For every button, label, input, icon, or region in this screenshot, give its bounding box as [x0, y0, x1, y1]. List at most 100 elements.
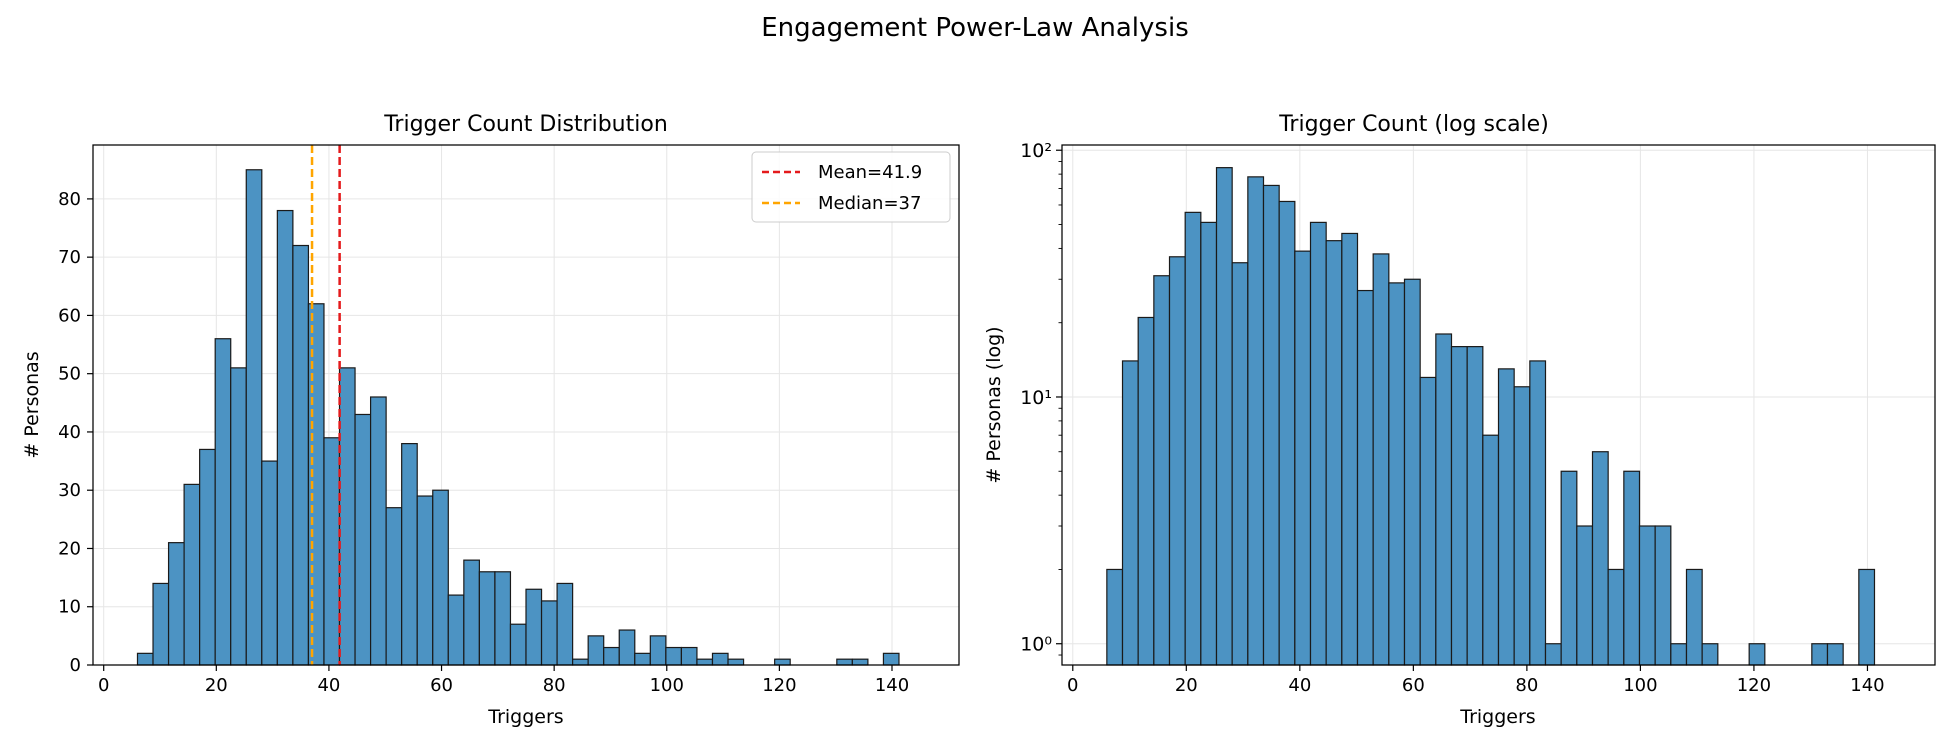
x-tick-label: 40 [317, 675, 340, 696]
histogram-bar [1482, 434, 1500, 666]
histogram-bar [494, 571, 512, 666]
histogram-bar [1497, 368, 1515, 666]
histogram-bar [385, 507, 403, 666]
y-tick-label: 10 [58, 597, 81, 618]
histogram-linear-title: Trigger Count Distribution [383, 112, 668, 137]
histogram-linear-ticks: 0 20 40 60 80 100 120 140 0 10 20 30 40 50 60 70 80 [58, 189, 909, 696]
histogram-linear-reference-lines [310, 145, 341, 665]
histogram-bar [774, 658, 791, 666]
histogram-bar [1356, 289, 1374, 666]
legend-median-label: Median=37 [818, 193, 921, 214]
histogram-bar [1607, 568, 1625, 666]
histogram-bar [572, 658, 589, 666]
y-tick-label: 10¹ [1020, 387, 1052, 409]
histogram-bar [603, 646, 620, 666]
histogram-bar [1372, 253, 1390, 666]
histogram-bar [1168, 256, 1186, 666]
y-tick-label: 30 [58, 480, 81, 501]
histogram-bar [1200, 221, 1218, 666]
histogram-bar [1513, 386, 1531, 666]
x-tick-label: 60 [1402, 675, 1425, 696]
histogram-bar [1325, 240, 1343, 666]
histogram-bar [292, 244, 310, 666]
histogram-bar [369, 396, 387, 666]
histogram-bar [1121, 360, 1139, 666]
x-tick-label: 100 [650, 675, 684, 696]
histogram-bar [634, 652, 651, 666]
x-tick-label: 140 [1850, 675, 1884, 696]
x-tick-label: 120 [1737, 675, 1771, 696]
histogram-bar [1654, 525, 1672, 666]
x-tick-label: 0 [98, 675, 109, 696]
histogram-bar [1341, 232, 1359, 666]
histogram-bar [727, 658, 745, 666]
histogram-log-panel: Trigger Count (log scale) 0 20 40 60 80 100 12… [983, 112, 1936, 728]
x-tick-label: 0 [1067, 675, 1078, 696]
histogram-bar [1748, 643, 1766, 666]
histogram-bar [183, 483, 201, 666]
x-tick-label: 80 [1515, 675, 1538, 696]
y-tick-label: 60 [58, 305, 81, 326]
histogram-bar [509, 623, 527, 666]
y-tick-label: 80 [58, 189, 81, 210]
histogram-bar [199, 448, 216, 666]
histogram-bar [1466, 346, 1484, 666]
legend-mean-label: Mean=41.9 [818, 162, 922, 183]
histogram-bar [540, 600, 558, 666]
histogram-bar [1701, 643, 1719, 666]
histogram-bar [1858, 568, 1876, 666]
histogram-bar [1576, 525, 1594, 666]
x-tick-label: 100 [1623, 675, 1657, 696]
histogram-bar [680, 646, 698, 666]
histogram-bar [152, 582, 170, 666]
histogram-bar [478, 571, 496, 666]
histogram-bar [1623, 470, 1641, 666]
histogram-bar [1670, 643, 1688, 666]
y-tick-label: 10² [1020, 140, 1052, 162]
histogram-bar [323, 437, 341, 666]
histogram-bar [1294, 250, 1312, 666]
histogram-bar [261, 460, 278, 666]
histogram-log-ylabel: # Personas (log) [983, 326, 1005, 483]
histogram-bar [836, 658, 853, 666]
histogram-bar [1106, 568, 1124, 666]
histogram-bar [618, 629, 636, 666]
y-tick-label: 20 [58, 538, 81, 559]
histogram-bar [1184, 211, 1202, 666]
histogram-bar [1435, 333, 1453, 666]
histogram-linear-ylabel: # Personas [21, 351, 43, 458]
histogram-bar [214, 338, 232, 666]
histogram-bar [432, 489, 449, 666]
histogram-bar [416, 495, 434, 666]
histogram-bar [401, 442, 418, 666]
x-tick-label: 80 [543, 675, 566, 696]
histogram-bar [1278, 200, 1296, 666]
figure-title: Engagement Power-Law Analysis [761, 13, 1189, 43]
histogram-bar [525, 588, 543, 666]
x-tick-label: 60 [430, 675, 453, 696]
x-tick-label: 20 [1175, 675, 1198, 696]
histogram-log-axes-frame [1061, 144, 1936, 666]
x-tick-label: 140 [875, 675, 909, 696]
histogram-bar [1529, 360, 1547, 666]
histogram-bar [1560, 470, 1578, 666]
histogram-bar [1450, 346, 1468, 666]
histogram-bar [1638, 525, 1656, 666]
x-tick-label: 120 [762, 675, 796, 696]
histogram-bar [276, 209, 294, 666]
histogram-bar [1388, 282, 1406, 666]
histogram-bar [1247, 176, 1265, 666]
y-tick-label: 70 [58, 247, 81, 268]
x-tick-label: 40 [1288, 675, 1311, 696]
histogram-bar [1826, 643, 1844, 666]
histogram-bar [136, 652, 154, 666]
histogram-bar [1137, 316, 1155, 666]
histogram-bar [463, 559, 480, 666]
histogram-bar [556, 582, 574, 666]
y-tick-label: 0 [70, 655, 81, 676]
histogram-bar [230, 367, 247, 666]
histogram-bar [245, 169, 263, 666]
histogram-bar [307, 303, 325, 666]
histogram-log-ticks: 0 20 40 60 80 100 120 140 10⁰ 10¹ 10² [1020, 140, 1884, 696]
